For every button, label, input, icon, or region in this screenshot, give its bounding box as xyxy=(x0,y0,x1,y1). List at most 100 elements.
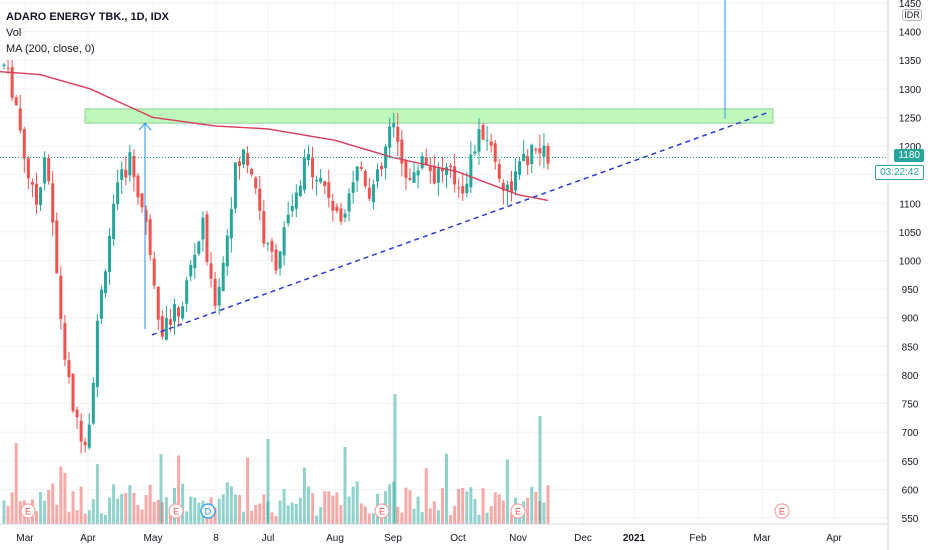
event-marker xyxy=(168,503,184,519)
candle-body xyxy=(140,193,144,208)
candle-body xyxy=(246,153,250,166)
candle-body xyxy=(424,157,428,166)
candle-body xyxy=(351,182,355,193)
support-trendline xyxy=(151,111,771,336)
candle-body xyxy=(518,161,522,175)
volume-bar xyxy=(189,496,193,524)
volume-bar xyxy=(445,453,449,524)
volume-bar xyxy=(428,508,432,524)
candle-body xyxy=(388,126,392,148)
candle-body xyxy=(116,182,120,205)
volume-bar xyxy=(400,512,404,524)
volume-bar xyxy=(388,484,392,524)
candle-body xyxy=(225,235,229,267)
volume-bar xyxy=(493,492,497,524)
time-tick-label: 8 xyxy=(213,533,219,544)
volume-spike xyxy=(159,454,163,524)
candle-body xyxy=(6,68,10,70)
chart-legend: ADARO ENERGY TBK., 1D, IDX Vol MA (200, … xyxy=(6,9,169,57)
candle-body xyxy=(237,161,241,167)
volume-bar xyxy=(477,514,481,524)
volume-bar xyxy=(282,489,286,524)
volume-bar xyxy=(473,498,477,524)
price-tick-label: 750 xyxy=(902,400,919,411)
volume-bar xyxy=(509,513,513,524)
moving-average-path xyxy=(0,70,549,202)
candle-body xyxy=(55,220,59,274)
candle-body xyxy=(359,166,363,169)
candle-body xyxy=(367,187,371,199)
candle-body xyxy=(71,373,75,412)
volume-bar xyxy=(290,502,294,524)
volume-bar xyxy=(217,498,221,524)
volume-bar xyxy=(71,491,75,524)
volume-bar xyxy=(116,498,120,524)
event-marker xyxy=(774,503,790,519)
event-marker-label: E xyxy=(779,507,785,517)
candle-body xyxy=(242,149,246,165)
volume-bar xyxy=(87,510,91,524)
candle-body xyxy=(43,157,47,184)
candle-body xyxy=(306,154,310,161)
candle-body xyxy=(148,219,152,255)
last-price-badge: 1180 xyxy=(894,149,924,162)
candle-body xyxy=(185,280,189,304)
volume-bar xyxy=(128,485,132,524)
price-tick-label: 1100 xyxy=(899,199,921,210)
volume-bar xyxy=(343,446,347,524)
volume-bar xyxy=(112,484,116,524)
candle-body xyxy=(229,209,233,239)
ma-legend[interactable]: MA (200, close, 0) xyxy=(6,43,95,55)
volume-bar xyxy=(270,512,274,524)
candle-body xyxy=(209,263,213,279)
volume-bar xyxy=(55,504,59,524)
projection-arrowhead xyxy=(138,122,152,131)
price-tick-label: 1200 xyxy=(899,142,922,153)
candle-body xyxy=(197,241,201,254)
volume-bar xyxy=(59,466,63,524)
candle-body xyxy=(67,360,71,378)
volume-bar xyxy=(103,514,107,524)
candle-body xyxy=(39,187,43,206)
volume-bar xyxy=(140,509,144,524)
volume-bar xyxy=(91,499,95,524)
volume-bar xyxy=(39,492,43,524)
price-tick-label: 700 xyxy=(902,428,919,439)
volume-bar xyxy=(193,497,197,524)
candle-body xyxy=(485,139,489,141)
candle-body xyxy=(323,181,327,187)
volume-bar xyxy=(43,500,47,524)
candle-body xyxy=(469,154,473,188)
currency-label[interactable]: IDR xyxy=(902,9,922,21)
candle-body xyxy=(408,178,412,180)
volume-bar xyxy=(95,464,99,524)
candle-body xyxy=(546,145,550,164)
volume-legend[interactable]: Vol xyxy=(6,27,22,39)
candle-body xyxy=(14,97,18,106)
candle-body xyxy=(514,171,518,191)
volume-bar xyxy=(213,507,217,524)
candle-body xyxy=(254,177,258,189)
volume-bar xyxy=(262,494,266,524)
candle-body xyxy=(152,258,156,286)
candle-body xyxy=(400,139,404,164)
volume-bar xyxy=(136,504,140,524)
resistance-zone xyxy=(84,108,774,124)
candle-body xyxy=(87,424,91,448)
symbol-title[interactable]: ADARO ENERGY TBK., 1D, IDX xyxy=(6,11,169,23)
volume-bar xyxy=(315,515,319,524)
candle-body xyxy=(530,144,534,164)
candle-body xyxy=(282,227,286,256)
volume-bar xyxy=(278,500,282,524)
candle-body xyxy=(311,157,315,178)
candle-body xyxy=(168,319,172,325)
volume-bar xyxy=(469,487,473,524)
volume-bar xyxy=(416,496,420,524)
event-marker xyxy=(510,503,526,519)
candle-body xyxy=(217,286,221,306)
candle-body xyxy=(156,286,160,320)
volume-bar xyxy=(440,488,444,524)
candle-body xyxy=(18,108,22,131)
volume-bar xyxy=(331,495,335,524)
